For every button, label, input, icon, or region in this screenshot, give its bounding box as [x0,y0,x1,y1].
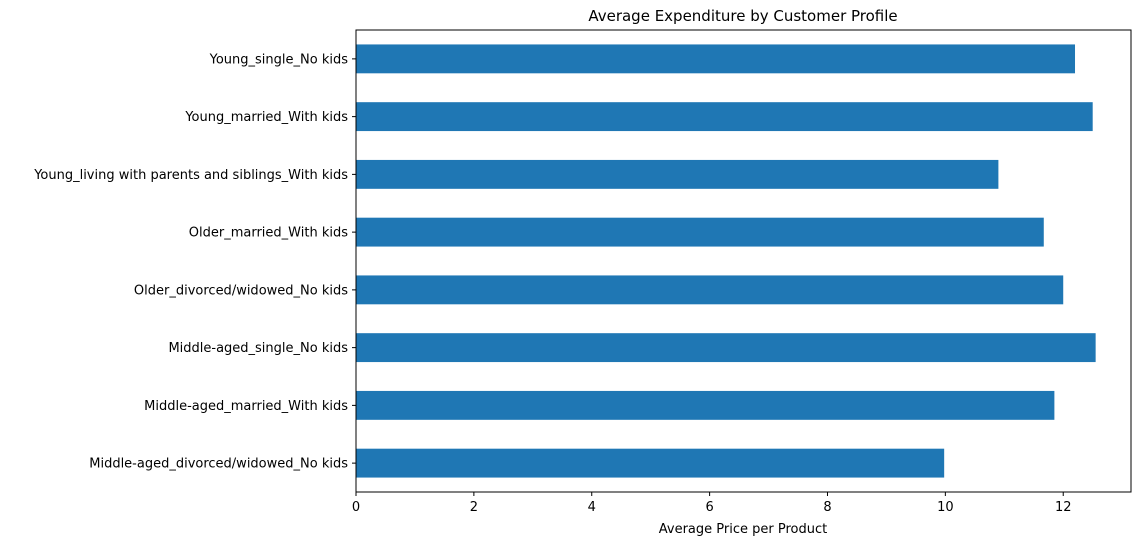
x-tick-label: 12 [1055,500,1072,515]
y-tick-label: Older_married_With kids [189,226,348,241]
x-axis-label: Average Price per Product [659,522,827,537]
x-tick-label: 6 [705,500,713,515]
y-tick-label: Young_married_With kids [184,110,348,125]
x-tick-label: 4 [588,500,596,515]
y-tick-label: Older_divorced/widowed_No kids [134,283,348,298]
bar [356,44,1076,74]
bars-group [356,44,1096,478]
bar [356,159,999,189]
y-tick-label: Middle-aged_single_No kids [168,341,348,356]
x-tick-label: 0 [352,500,360,515]
bar [356,217,1044,247]
bar [356,390,1055,420]
chart-title: Average Expenditure by Customer Profile [588,7,897,25]
y-tick-label: Middle-aged_married_With kids [144,399,348,414]
plot-frame [355,29,1132,493]
bar [356,448,945,478]
bar [356,333,1096,363]
x-axis: 0 2 4 6 8 10 12 [352,492,1072,515]
y-axis: Young_single_No kids Young_married_With k… [33,52,356,472]
y-tick-label: Middle-aged_divorced/widowed_No kids [89,457,348,472]
x-tick-label: 8 [823,500,831,515]
x-tick-label: 10 [937,500,954,515]
x-tick-label: 2 [470,500,478,515]
y-tick-label: Young_living with parents and siblings_W… [33,168,348,183]
plot-border [355,29,1132,493]
y-tick-label: Young_single_No kids [209,52,349,67]
bar [356,275,1064,305]
bar [356,102,1093,132]
